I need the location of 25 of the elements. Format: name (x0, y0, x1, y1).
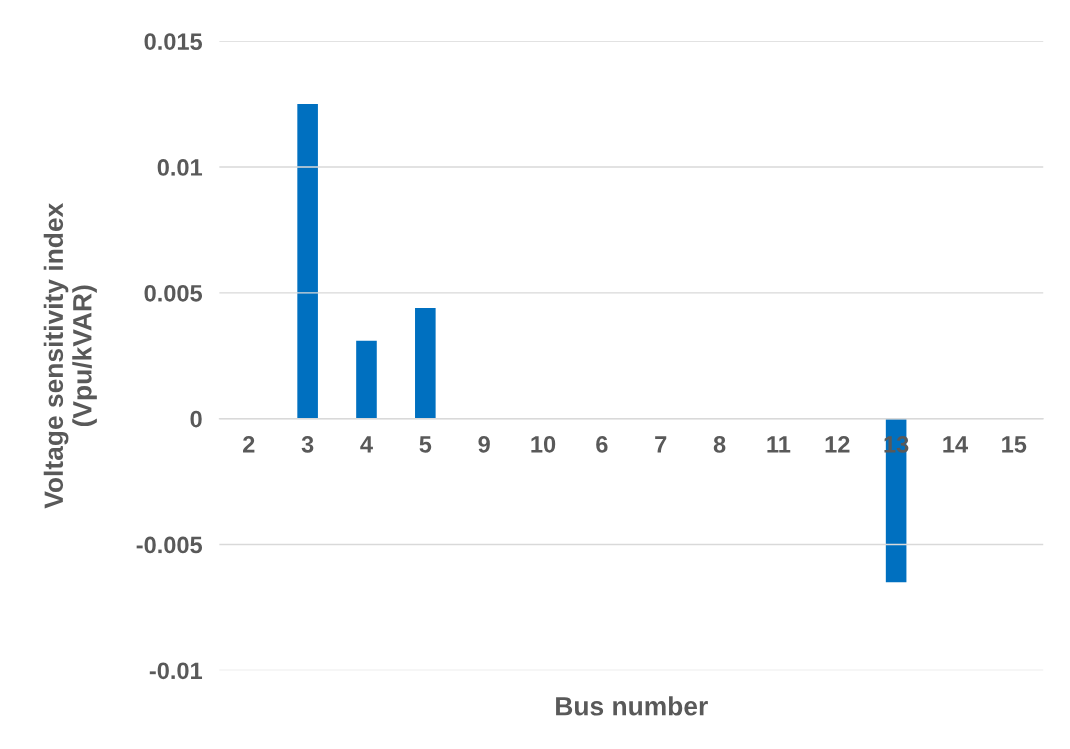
bar (885, 418, 907, 583)
x-tick-label: 15 (1002, 436, 1027, 453)
y-tick-label: -0.01 (149, 662, 203, 680)
x-tick-label: 14 (943, 436, 968, 453)
y-tick-label: 0 (190, 410, 202, 428)
x-tick-label: 10 (531, 435, 556, 453)
bar (297, 104, 318, 419)
x-tick-label: 4 (360, 436, 373, 453)
x-tick-label: 2 (243, 435, 255, 453)
y-axis-title: Voltage sensitivity index (Vpu/kVAR) (43, 202, 97, 509)
x-tick-label: 7 (655, 436, 667, 453)
bar (356, 340, 377, 419)
y-tick-label: 0.01 (157, 159, 203, 176)
y-tick-label: 0.015 (144, 33, 203, 50)
x-axis-title: Bus number (556, 696, 708, 716)
x-tick-label: 6 (596, 435, 608, 453)
x-tick-label: 9 (478, 435, 490, 453)
x-tick-label: 3 (301, 435, 314, 453)
bar (415, 307, 436, 419)
y-tick-label: -0.005 (136, 536, 203, 554)
x-tick-label: 11 (767, 436, 791, 453)
x-tick-label: 12 (825, 435, 850, 453)
y-tick-label: 0.005 (144, 284, 203, 302)
x-tick-label: 5 (419, 436, 432, 453)
x-tick-label: 8 (713, 435, 726, 453)
